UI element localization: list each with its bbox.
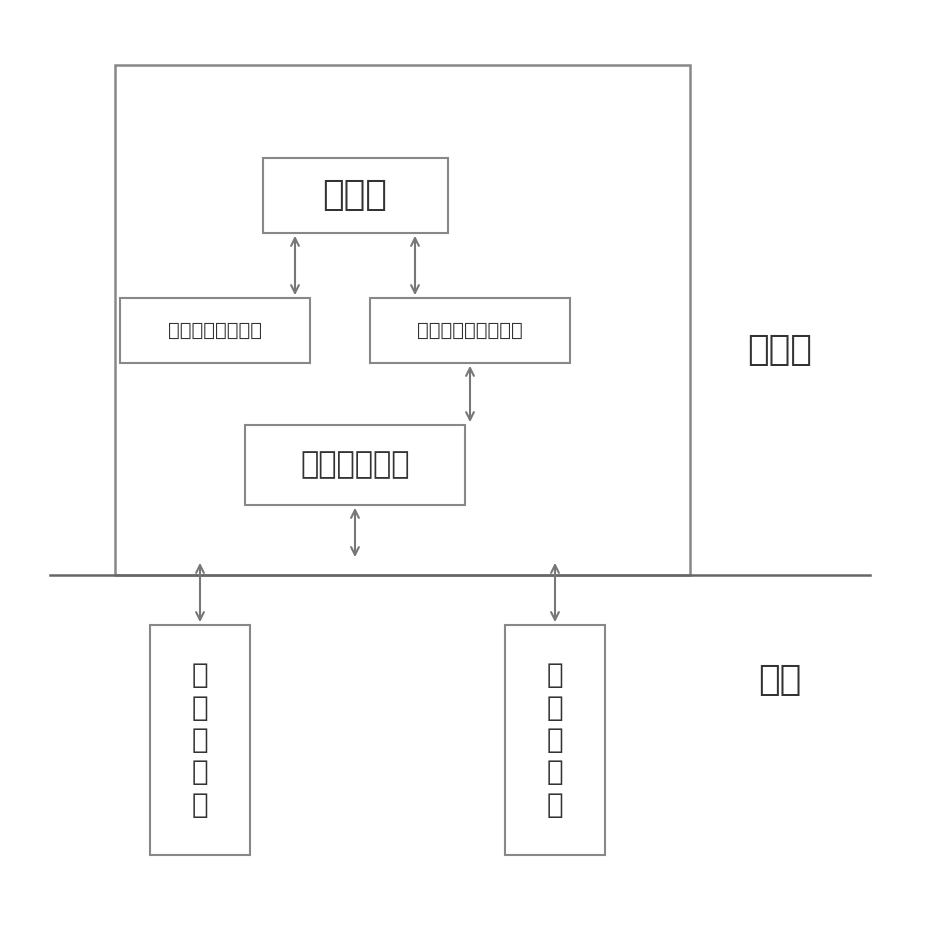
Text: 接
收
器
系
统: 接 收 器 系 统 [547,661,563,818]
Text: 驱动电路模块: 驱动电路模块 [300,451,410,479]
Bar [150,625,250,855]
Bar [370,298,569,362]
Text: 工控机: 工控机 [322,178,387,212]
Text: 信号采集记录模块: 信号采集记录模块 [168,320,261,340]
Bar [120,298,310,362]
Text: 井下: 井下 [758,663,801,697]
Bar [244,425,464,505]
Text: 地面上: 地面上 [747,333,812,367]
Bar [115,65,689,575]
Bar [262,157,447,233]
Bar [504,625,604,855]
Text: 曼彻斯特编解码模块: 曼彻斯特编解码模块 [416,320,522,340]
Text: 发
射
器
系
统: 发 射 器 系 统 [192,661,208,818]
